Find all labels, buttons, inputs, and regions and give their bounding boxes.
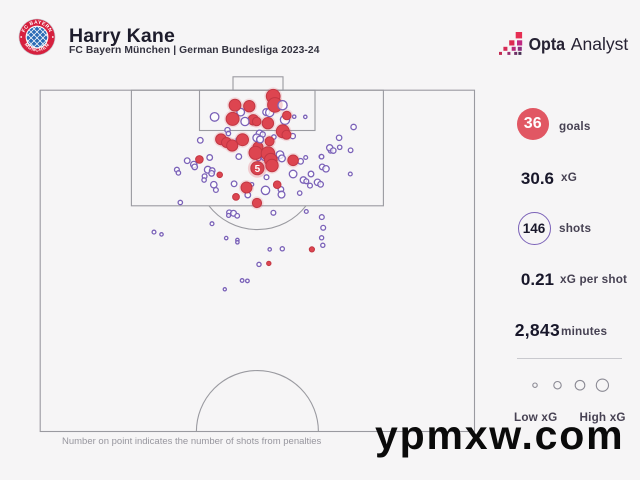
- svg-text:Opta: Opta: [529, 34, 566, 54]
- svg-text:MÜNCHEN: MÜNCHEN: [23, 42, 51, 54]
- svg-text:5: 5: [255, 164, 261, 175]
- svg-text:Analyst: Analyst: [571, 34, 628, 54]
